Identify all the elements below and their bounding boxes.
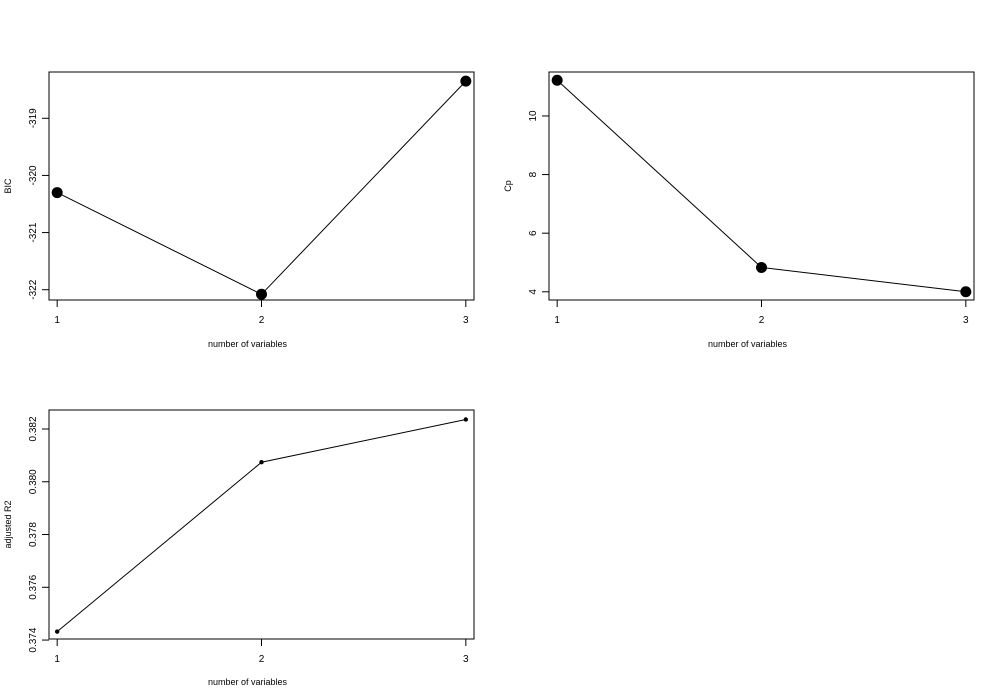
y-tick-label: 10 bbox=[528, 110, 539, 122]
x-tick-label: 1 bbox=[54, 315, 60, 326]
y-tick-label: 8 bbox=[528, 171, 539, 177]
chart-panel-2: 1 2 3 4 6 8 10 number of variables Cp bbox=[503, 71, 975, 349]
data-point bbox=[259, 460, 264, 465]
y-axis-label: adjusted R2 bbox=[3, 500, 13, 548]
x-tick-label: 1 bbox=[554, 315, 560, 326]
x-tick-label: 3 bbox=[463, 315, 469, 326]
y-tick-label: -321 bbox=[28, 222, 39, 242]
data-point bbox=[756, 261, 767, 273]
data-point bbox=[460, 75, 472, 87]
data-point bbox=[960, 286, 972, 298]
x-tick-label: 2 bbox=[259, 654, 265, 665]
y-tick-label: 6 bbox=[528, 230, 539, 236]
data-point bbox=[256, 288, 267, 300]
x-tick-label: 2 bbox=[759, 315, 765, 326]
y-tick-label: 0.382 bbox=[28, 416, 39, 441]
y-tick-label: 0.374 bbox=[28, 627, 39, 652]
x-tick-label: 2 bbox=[259, 315, 265, 326]
y-axis-label: Cp bbox=[503, 180, 513, 192]
data-point bbox=[463, 417, 469, 422]
y-tick-label: -322 bbox=[28, 279, 39, 299]
y-tick-label: 0.376 bbox=[28, 574, 39, 599]
y-tick-label: 0.378 bbox=[28, 522, 39, 547]
y-tick-label: -319 bbox=[28, 108, 39, 128]
chart-panel-3: 1 2 3 0.374 0.376 0.378 0.380 0.382 number of va… bbox=[3, 409, 475, 687]
data-point bbox=[51, 187, 63, 199]
x-tick-label: 3 bbox=[463, 654, 469, 665]
data-point bbox=[54, 629, 60, 634]
y-tick-label: 0.380 bbox=[28, 469, 39, 494]
data-point bbox=[551, 74, 563, 86]
x-tick-label: 1 bbox=[54, 654, 60, 665]
y-tick-label: 4 bbox=[528, 289, 539, 295]
y-axis-label: BIC bbox=[3, 178, 13, 194]
y-tick-label: -320 bbox=[28, 165, 39, 185]
x-tick-label: 3 bbox=[963, 315, 969, 326]
x-axis-label: number of variables bbox=[208, 677, 288, 687]
chart-panel-1: 1 2 3 -322 -321 -320 -319 number of variables BI… bbox=[3, 71, 475, 349]
x-axis-label: number of variables bbox=[708, 339, 788, 349]
x-axis-label: number of variables bbox=[208, 339, 288, 349]
